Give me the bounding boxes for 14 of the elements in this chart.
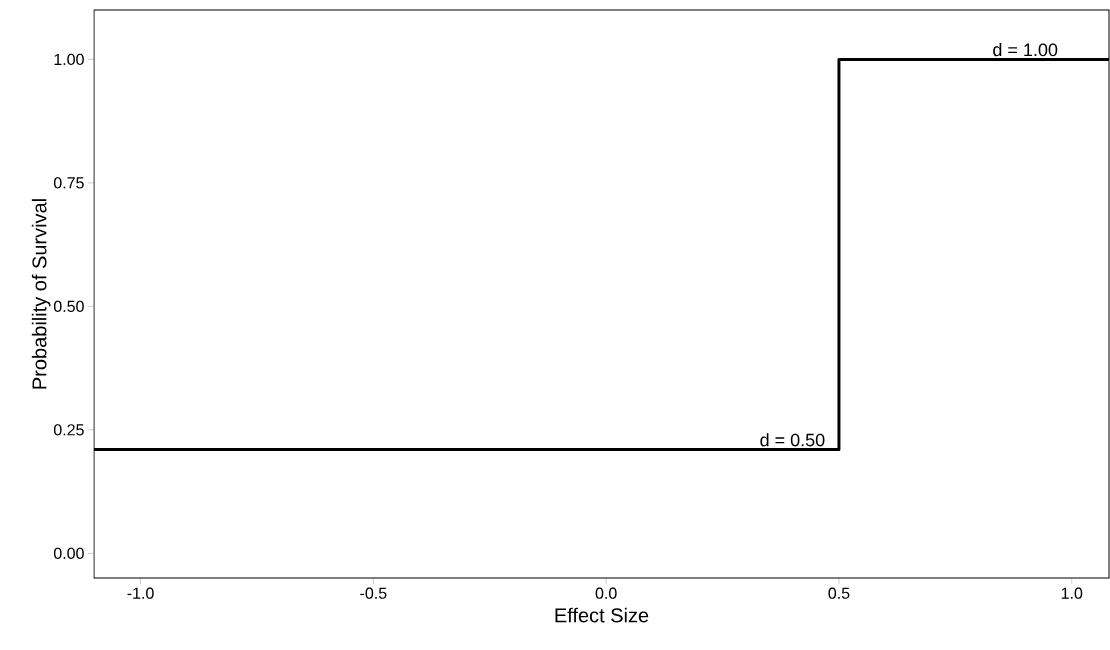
x-tick-label: 1.0	[1061, 587, 1083, 599]
x-axis-title: Effect Size	[555, 607, 649, 623]
annotation: d = 0.50	[760, 433, 825, 447]
x-tick-label: 0.0	[595, 587, 617, 599]
x-tick-label: -1.0	[127, 587, 154, 599]
annotation: d = 1.00	[993, 42, 1058, 57]
x-tick-label: 0.5	[828, 587, 850, 599]
y-tick-label: 0.75	[53, 177, 84, 189]
y-axis-title: Probability of Survival	[31, 199, 51, 389]
y-tick-label: 0.25	[53, 424, 84, 436]
y-tick-label: 0.00	[53, 547, 84, 559]
y-tick-label: 1.00	[54, 53, 84, 66]
x-tick-label: -0.5	[360, 587, 387, 599]
y-tick-label: 0.50	[53, 300, 84, 313]
